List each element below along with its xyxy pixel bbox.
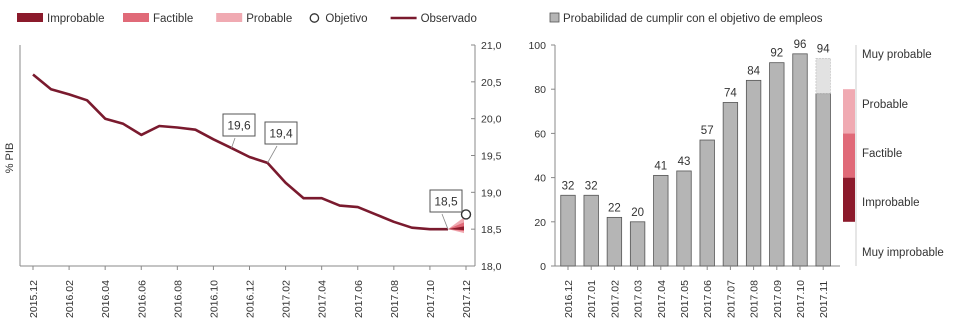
bar-xtick-label: 2017.02: [609, 280, 621, 318]
line-ytick-label: 18,5: [481, 224, 502, 236]
bar: [583, 194, 599, 267]
bar: [653, 174, 669, 267]
scale-label-probable: Probable: [862, 99, 908, 111]
line-xtick-label: 2017.06: [353, 280, 365, 318]
legend-swatch-factible: [123, 13, 149, 22]
legend-label-observado: Observado: [421, 13, 477, 25]
scale-strip-probable: [843, 89, 855, 134]
line-series-observado: [32, 73, 448, 231]
line-xtick-label: 2017.02: [281, 280, 293, 318]
bar-xtick-label: 2017.09: [772, 280, 784, 318]
line-xtick-label: 2016.06: [136, 280, 148, 318]
bar-value-label: 22: [608, 202, 621, 214]
line-xtick-label: 2017.08: [389, 280, 401, 318]
bar-value-label: 43: [678, 156, 691, 168]
annotation-box: [222, 113, 256, 137]
line-ytick-label: 20,0: [481, 114, 502, 126]
bar-xtick-label: 2017.03: [633, 280, 645, 318]
bar-value-label: 20: [631, 207, 644, 219]
bar-ytick-label: 60: [534, 128, 546, 140]
scale-strip-factible: [843, 133, 855, 178]
annotation-label: 18,5: [434, 195, 458, 209]
annotation-label: 19,4: [269, 127, 293, 141]
annotation-leader: [231, 137, 236, 149]
bar-value-label: 41: [654, 160, 667, 172]
line-ytick-label: 19,0: [481, 187, 502, 199]
bar-value-label: 32: [585, 180, 598, 192]
annotation-leader: [441, 213, 449, 230]
bar: [676, 170, 692, 267]
bar: [815, 93, 831, 267]
line-xtick-label: 2015.12: [28, 280, 40, 318]
line-xtick-label: 2017.10: [425, 280, 437, 318]
bar-value-label: 92: [770, 48, 783, 60]
bar-xtick-label: 2016.12: [563, 280, 575, 318]
objective-marker: [460, 209, 472, 220]
legend-label-factible: Factible: [153, 13, 193, 25]
bar-value-label: 96: [794, 39, 807, 51]
bar-chart-title: Probabilidad de cumplir con el objetivo …: [563, 13, 823, 25]
line-xtick-label: 2017.12: [461, 280, 473, 318]
annotation-box: [429, 189, 463, 213]
bar: [792, 53, 808, 267]
line-ytick-label: 18,0: [481, 261, 502, 273]
scale-label-muy-improbable: Muy improbable: [862, 247, 944, 259]
bar-xtick-label: 2017.05: [679, 280, 691, 318]
bar-legend-swatch: [549, 12, 560, 23]
bar-ytick-label: 0: [540, 261, 546, 273]
scale-label-improbable: Improbable: [862, 197, 920, 209]
bar: [629, 221, 646, 267]
bar-xtick-label: 2017.11: [818, 281, 830, 318]
line-y-axis-title: % PIB: [4, 143, 16, 174]
bar-ytick-label: 20: [534, 217, 546, 229]
bar-value-label: 57: [701, 125, 714, 137]
bar: [769, 62, 785, 267]
line-ytick-label: 20,5: [481, 77, 502, 89]
annotation-label: 19,6: [227, 119, 251, 133]
legend-objective-marker: [309, 13, 320, 23]
scale-label-muy-probable: Muy probable: [862, 49, 932, 61]
line-xtick-label: 2016.02: [64, 280, 76, 318]
bar-xtick-label: 2017.08: [749, 280, 761, 318]
bar-extra-label: 94: [817, 43, 830, 55]
legend-swatch-probable: [216, 13, 243, 22]
bar: [606, 216, 623, 267]
bar-ytick-label: 100: [528, 40, 546, 52]
scale-label-factible: Factible: [862, 148, 902, 160]
bar: [745, 79, 762, 267]
line-xtick-label: 2016.08: [172, 280, 184, 318]
scale-strip-improbable: [843, 177, 855, 222]
bar-value-label: 84: [747, 65, 760, 77]
bar-value-label: 74: [724, 87, 737, 99]
line-xtick-label: 2016.12: [245, 280, 257, 318]
legend-label-objetivo: Objetivo: [325, 13, 367, 25]
legend-label-probable: Probable: [246, 13, 292, 25]
line-xtick-label: 2016.04: [100, 280, 112, 318]
bar: [560, 194, 576, 267]
fan-improbable: [447, 226, 464, 231]
bar-ytick-label: 40: [534, 173, 546, 185]
bar-xtick-label: 2017.10: [795, 280, 807, 318]
annotation-leader: [267, 145, 278, 164]
annotation-box: [264, 121, 298, 145]
bar-value-label: 32: [562, 180, 575, 192]
legend-label-improbable: Improbable: [47, 13, 105, 25]
bar-ytick-label: 80: [534, 84, 546, 96]
bar: [722, 102, 739, 267]
bar-range-extension: [815, 57, 831, 94]
line-ytick-label: 21,0: [481, 40, 502, 52]
line-ytick-label: 19,5: [481, 151, 502, 163]
bar: [699, 139, 715, 267]
bar-xtick-label: 2017.01: [586, 280, 598, 318]
legend-swatch-improbable: [17, 13, 43, 22]
line-xtick-label: 2017.04: [317, 280, 329, 318]
bar-xtick-label: 2017.07: [725, 280, 737, 318]
bar-xtick-label: 2017.06: [702, 280, 714, 318]
bar-xtick-label: 2017.04: [656, 280, 668, 318]
line-xtick-label: 2016.10: [208, 280, 220, 318]
